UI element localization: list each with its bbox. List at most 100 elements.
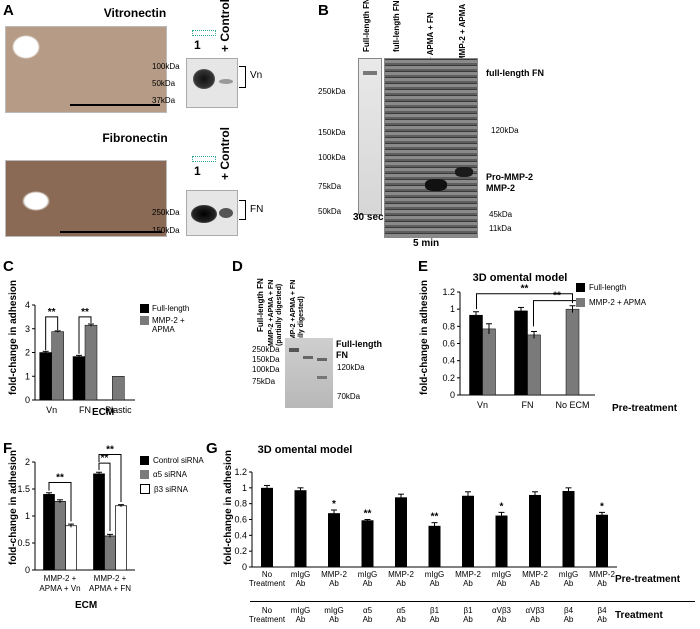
- panel-g-label: G: [206, 440, 218, 457]
- d-gel: [285, 338, 333, 408]
- g-bar: [328, 513, 340, 567]
- lane-marker-icon: [192, 30, 216, 36]
- e-ylabel: fold-change in adhesion: [419, 279, 430, 395]
- e-sig-bracket: [476, 293, 573, 310]
- c-xtick-label: FN: [79, 405, 91, 415]
- fibronectin-title: Fibronectin: [102, 131, 168, 145]
- f-xlabel: ECM: [75, 600, 98, 611]
- g-bar: [596, 514, 608, 567]
- g-pretreatment-label-2: Ab: [497, 579, 507, 588]
- g-bar: [562, 491, 575, 567]
- g-treatment-label-2: Treatment: [249, 615, 286, 624]
- f-legend-item-3: β3 siRNA: [140, 484, 210, 494]
- g-bar: [428, 525, 441, 567]
- panel-f-label: F: [3, 440, 13, 457]
- e-sig-label: **: [521, 284, 529, 295]
- e-ytick-label: 0.4: [442, 356, 455, 366]
- g-treatment-label: αVβ3: [525, 606, 545, 615]
- c-bar: [72, 356, 86, 401]
- fn-marker-150: 150kDa: [152, 226, 180, 235]
- e-xtick-label: FN: [522, 400, 534, 410]
- f-legend-item-2: α5 siRNA: [140, 470, 210, 479]
- g-bar: [529, 494, 541, 567]
- f-xtick-label-1: MMP-2 +: [44, 574, 77, 583]
- b-marker-100: 100kDa: [318, 153, 346, 162]
- d-band-4: [317, 376, 327, 379]
- e-legend-text-1: Full-length: [589, 283, 627, 292]
- vn-band-control: [219, 79, 233, 84]
- chart-c: 0 1 2 3 4 Vn FN Plastic ** **: [25, 300, 135, 415]
- c-bar: [51, 331, 64, 401]
- b-gel-30sec: [358, 58, 382, 215]
- f-ytick-label: 1.5: [17, 484, 30, 494]
- b-marker-150: 150kDa: [318, 128, 346, 137]
- g-pretreatment-label: MMP-2: [589, 570, 615, 579]
- g-pretreatment-label: MMP-2: [455, 570, 481, 579]
- f-sig-label: **: [56, 473, 64, 484]
- g-treatment-label-2: Ab: [396, 615, 406, 624]
- c-sig-bracket: [45, 316, 59, 351]
- vn-marker-100: 100kDa: [152, 62, 180, 71]
- fn-band-lane1: [191, 205, 217, 223]
- d-marker-250: 250kDa: [252, 345, 280, 354]
- panel-c-label: C: [3, 258, 14, 275]
- g-row1-label: Pre-treatment: [615, 574, 681, 585]
- fn-marker-250: 250kDa: [152, 208, 180, 217]
- g-pretreatment-label-2: Ab: [530, 579, 540, 588]
- e-ytick-label: 1.2: [442, 287, 455, 297]
- e-xtick-label: No ECM: [555, 400, 589, 410]
- f-xtick-label-2: APMA + Vn: [39, 584, 80, 593]
- g-pretreatment-label-2: Ab: [430, 579, 440, 588]
- b-label-prommp2: Pro-MMP-2: [486, 172, 533, 182]
- lane-marker-icon-2: [192, 156, 216, 162]
- f-bar: [93, 473, 105, 571]
- f-legend-text-3: β3 siRNA: [154, 484, 188, 494]
- e-xlabel: Pre-treatment: [612, 403, 678, 414]
- g-treatment-label-2: Ab: [430, 615, 440, 624]
- g-ytick-label: 1: [242, 483, 247, 493]
- e-legend-item-1: Full-length: [576, 283, 676, 292]
- vitronectin-title: Vitronectin: [103, 6, 167, 20]
- g-sig-label: **: [364, 509, 372, 520]
- b-time-5min: 5 min: [413, 238, 440, 249]
- g-pretreatment-label-2: Ab: [396, 579, 406, 588]
- c-sig-label: **: [48, 307, 56, 318]
- e-ytick-label: 0.2: [442, 373, 455, 383]
- c-legend-item-2: MMP-2 + APMA: [140, 316, 220, 334]
- c-ytick-label: 2: [25, 348, 30, 358]
- e-title: 3D omental model: [472, 272, 568, 284]
- fn-band-bracket: [239, 200, 246, 220]
- c-ytick-label: 0: [25, 395, 30, 405]
- b-marker-250: 250kDa: [318, 87, 346, 96]
- g-ytick-label: 0.6: [234, 515, 247, 525]
- panel-b-label: B: [318, 2, 329, 19]
- e-xtick-label: Vn: [477, 400, 488, 410]
- d-band-1: [289, 348, 299, 352]
- e-ytick-label: 0: [450, 390, 455, 400]
- chart-g: 00.20.40.60.811.2NoTreatmentNoTreatmentm…: [234, 467, 617, 624]
- f-ytick-label: 2: [25, 457, 30, 467]
- f-legend-text-2: α5 siRNA: [153, 470, 187, 479]
- g-treatment-label: mIgG: [324, 606, 344, 615]
- c-ytick-label: 1: [25, 371, 30, 381]
- vn-band-label: Vn: [250, 70, 263, 81]
- fibronectin-tissue-image: [5, 160, 167, 237]
- c-legend-text-1: Full-length: [152, 304, 190, 313]
- c-xtick-label: Vn: [46, 405, 57, 415]
- f-legend: Control siRNA α5 siRNA β3 siRNA: [140, 456, 210, 494]
- g-treatment-label-2: Ab: [530, 615, 540, 624]
- g-treatment-label: β4: [597, 606, 607, 615]
- f-bar: [54, 501, 66, 571]
- g-pretreatment-label: MMP-2: [388, 570, 414, 579]
- g-pretreatment-label-2: Ab: [296, 579, 306, 588]
- g-pretreatment-label: No: [262, 570, 273, 579]
- f-ytick-label: 0.5: [17, 538, 30, 548]
- c-xtick-label: Plastic: [105, 405, 132, 415]
- e-bar: [482, 328, 496, 396]
- c-sig-bracket: [78, 316, 92, 354]
- g-bar: [261, 487, 273, 567]
- b-band-promm2: [455, 167, 473, 177]
- c-bar: [112, 376, 125, 401]
- f-bar: [115, 505, 127, 571]
